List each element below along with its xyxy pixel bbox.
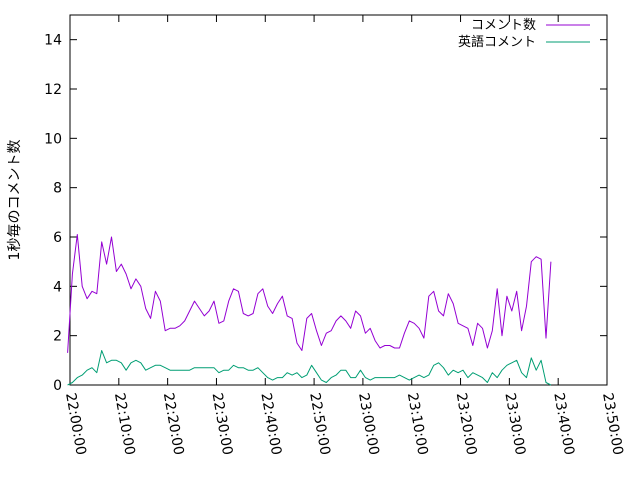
y-axis: 0 2 4 6 8 10 12 14 bbox=[44, 33, 607, 394]
x-tick-label: 23:40:00 bbox=[550, 392, 577, 457]
x-tick-label: 23:30:00 bbox=[501, 392, 528, 457]
x-axis: 22:00:00 22:10:00 22:20:00 22:30:00 22:40:00… bbox=[62, 15, 626, 456]
x-tick-label: 22:00:00 bbox=[62, 392, 89, 457]
legend-label-1: コメント数 bbox=[471, 18, 536, 33]
x-tick-label: 22:40:00 bbox=[257, 392, 284, 457]
x-tick-label: 23:20:00 bbox=[453, 392, 480, 457]
y-tick-label: 0 bbox=[53, 378, 62, 394]
y-axis-label: 1秒毎のコメント数 bbox=[7, 140, 23, 261]
legend-label-2: 英語コメント bbox=[458, 34, 536, 50]
x-tick-label: 22:50:00 bbox=[306, 392, 333, 457]
series-line-1 bbox=[67, 234, 552, 353]
x-tick-label: 23:00:00 bbox=[355, 392, 382, 457]
x-tick-label: 22:10:00 bbox=[111, 392, 138, 457]
x-tick-label: 23:50:00 bbox=[599, 392, 626, 457]
x-tick-label: 22:20:00 bbox=[160, 392, 187, 457]
series-layer bbox=[67, 234, 552, 386]
series-line-2 bbox=[67, 350, 552, 386]
y-tick-label: 8 bbox=[53, 181, 62, 197]
y-tick-label: 10 bbox=[44, 131, 62, 147]
y-tick-label: 2 bbox=[53, 329, 62, 345]
y-tick-label: 12 bbox=[44, 82, 62, 98]
y-tick-label: 14 bbox=[44, 33, 62, 49]
y-tick-label: 4 bbox=[53, 279, 62, 295]
x-tick-label: 23:10:00 bbox=[404, 392, 431, 457]
plot-frame bbox=[69, 14, 608, 386]
x-tick-label: 22:30:00 bbox=[209, 392, 236, 457]
y-tick-label: 6 bbox=[53, 230, 62, 246]
